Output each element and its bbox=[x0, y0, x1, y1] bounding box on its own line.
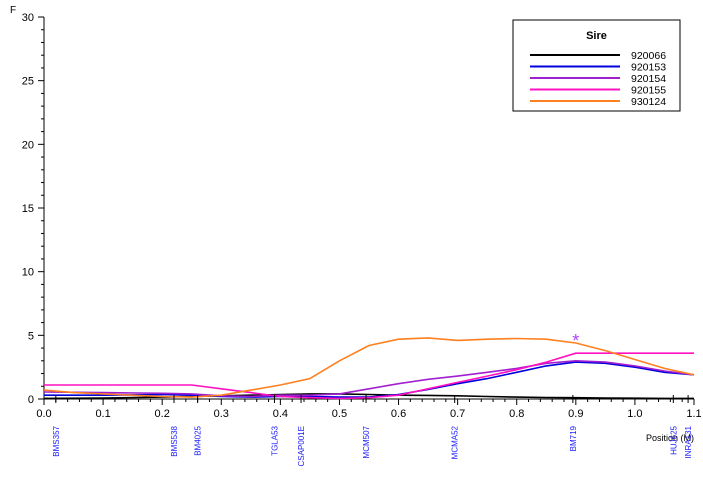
legend-title: Sire bbox=[586, 30, 607, 42]
marker-label: BMS357 bbox=[52, 425, 61, 456]
x-tick-label: 0.6 bbox=[391, 408, 406, 420]
y-tick-label: 0 bbox=[28, 394, 34, 406]
marker-label: TGLA53 bbox=[271, 425, 280, 455]
legend-label: 920154 bbox=[631, 73, 666, 85]
series-line-920153 bbox=[44, 361, 695, 398]
y-tick-label: 10 bbox=[22, 267, 34, 279]
marker-label: BM4025 bbox=[194, 425, 203, 455]
legend-label: 920066 bbox=[631, 50, 666, 62]
series-line-930124 bbox=[43, 337, 695, 398]
marker-label: BMS538 bbox=[170, 425, 179, 456]
y-tick-label: 5 bbox=[28, 330, 34, 342]
x-tick-label: 0.2 bbox=[155, 408, 170, 420]
x-tick-label: 0.3 bbox=[214, 408, 229, 420]
marker-label: MCM507 bbox=[362, 425, 371, 458]
marker-label: BM719 bbox=[569, 425, 578, 451]
legend-label: 930124 bbox=[631, 96, 666, 108]
legend-label: 920153 bbox=[631, 62, 666, 74]
legend-label: 920155 bbox=[631, 85, 666, 97]
marker-label: HUJ625 bbox=[669, 425, 678, 454]
x-tick-label: 0.9 bbox=[568, 408, 583, 420]
x-axis-label: Position (M) bbox=[646, 433, 694, 443]
x-tick-label: 0.4 bbox=[273, 408, 288, 420]
x-tick-label: 0.5 bbox=[332, 408, 347, 420]
x-tick-label: 0.7 bbox=[450, 408, 465, 420]
y-tick-label: 25 bbox=[22, 76, 34, 88]
y-axis-label: F bbox=[10, 5, 16, 16]
x-tick-label: 0.8 bbox=[509, 408, 524, 420]
series-line-920154 bbox=[43, 360, 695, 398]
y-tick-label: 30 bbox=[22, 12, 34, 24]
marker-label: INRA131 bbox=[684, 425, 693, 458]
y-tick-label: 20 bbox=[22, 139, 34, 151]
x-tick-label: 1.0 bbox=[627, 408, 642, 420]
y-tick-label: 15 bbox=[22, 203, 34, 215]
x-tick-label: 0.1 bbox=[95, 408, 110, 420]
series-line-920155 bbox=[44, 352, 694, 400]
x-tick-label: 1.1 bbox=[686, 408, 701, 420]
marker-label: MCMA52 bbox=[451, 425, 460, 459]
marker-label: CSAP001E bbox=[297, 426, 306, 466]
x-tick-label: 0.0 bbox=[36, 408, 51, 420]
peak-marker: * bbox=[572, 331, 579, 351]
